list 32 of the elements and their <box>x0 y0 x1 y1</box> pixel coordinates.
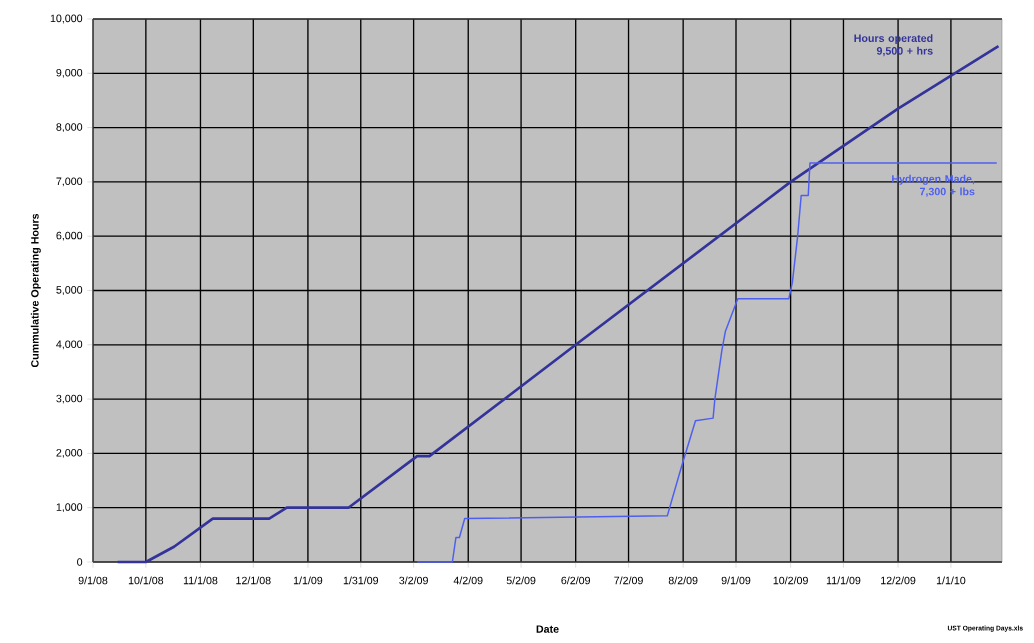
x-tick-label: 1/1/10 <box>936 576 966 585</box>
x-tick-label: 3/2/09 <box>399 576 428 585</box>
x-tick-label: 12/2/09 <box>881 576 916 585</box>
x-axis-title: Date <box>536 625 559 633</box>
x-tick-label: 1/1/09 <box>293 576 323 585</box>
x-tick-label: 11/1/08 <box>183 576 218 585</box>
y-tick-label: 3,000 <box>56 394 83 404</box>
x-tick-label: 4/2/09 <box>453 576 483 585</box>
x-tick-label: 12/1/08 <box>236 576 271 585</box>
x-tick-label: 11/1/09 <box>826 576 861 585</box>
x-tick-label: 10/2/09 <box>773 576 808 585</box>
y-tick-label: 2,000 <box>56 449 83 458</box>
x-tick-label: 1/31/09 <box>343 576 379 585</box>
line-series <box>116 44 1000 564</box>
y-tick-label: 8,000 <box>56 123 83 132</box>
y-tick-label: 4,000 <box>56 340 83 350</box>
x-tick-label: 8/2/09 <box>668 576 698 585</box>
x-tick-label: 6/2/09 <box>561 576 590 585</box>
y-tick-label: 1,000 <box>56 503 83 513</box>
line-series <box>416 162 998 563</box>
y-tick-label: 6,000 <box>56 231 83 241</box>
x-tick-label: 7/2/09 <box>614 576 643 585</box>
y-tick-label: 0 <box>77 558 83 566</box>
y-tick-label: 5,000 <box>56 286 83 295</box>
x-tick-label: 9/1/09 <box>721 576 751 585</box>
x-tick-label: 5/2/09 <box>506 576 536 585</box>
y-axis-title: Cummulative Operating Hours <box>30 213 41 368</box>
x-tick-label: 10/1/08 <box>128 576 164 585</box>
y-tick-label: 9,000 <box>56 68 83 78</box>
y-tick-label: 7,000 <box>56 177 83 187</box>
y-tick-label: 10,000 <box>50 14 83 24</box>
x-tick-label: 9/1/08 <box>78 576 108 585</box>
